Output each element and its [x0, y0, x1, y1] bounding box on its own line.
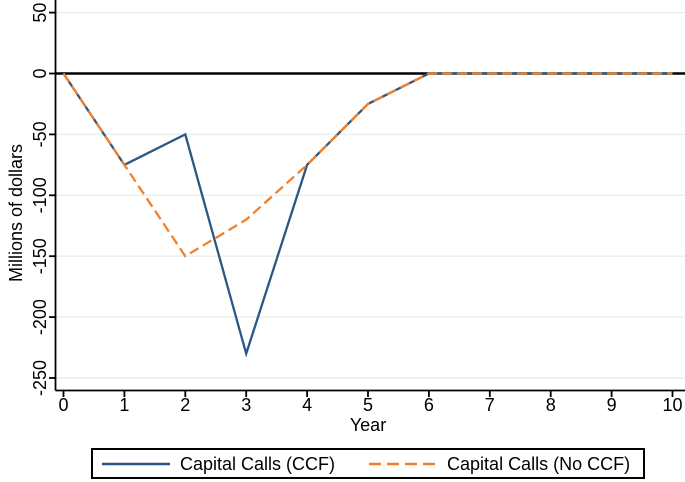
y-tick-label: 50: [30, 3, 50, 23]
y-tick-label: -150: [30, 238, 50, 274]
x-tick-label: 0: [58, 395, 68, 415]
series-line-ccf: [62, 72, 673, 358]
x-tick-label: 5: [363, 395, 373, 415]
y-axis-title: Millions of dollars: [6, 144, 26, 282]
x-tick-label: 8: [546, 395, 556, 415]
x-tick-label: 9: [607, 395, 617, 415]
axes: [49, 0, 685, 397]
gridlines: [55, 11, 685, 379]
y-tick-label: -100: [30, 177, 50, 213]
y-tick-label: -250: [30, 360, 50, 396]
x-tick-label: 1: [119, 395, 129, 415]
legend-label-no-ccf: Capital Calls (No CCF): [447, 453, 631, 474]
series-lines: [62, 72, 673, 358]
tick-labels: 50 0 -50 -100 -150 -200 -250 0 1 2 3 4 5 6 7 8 9 10: [30, 3, 683, 415]
x-axis-title: Year: [350, 415, 386, 435]
line-swatch-dashed-icon: [369, 462, 438, 465]
x-tick-label: 10: [662, 395, 682, 415]
x-tick-label: 2: [180, 395, 190, 415]
legend-item-no-ccf: Capital Calls (No CCF): [369, 455, 630, 473]
line-swatch-solid-icon: [102, 462, 170, 465]
series-line-no-ccf: [62, 72, 673, 258]
x-tick-label: 3: [241, 395, 251, 415]
y-tick-label: -200: [30, 299, 50, 335]
legend-label-ccf: Capital Calls (CCF): [180, 453, 336, 474]
y-tick-label: 0: [30, 68, 50, 78]
x-tick-label: 7: [485, 395, 495, 415]
legend-item-ccf: Capital Calls (CCF): [102, 455, 335, 473]
legend: Capital Calls (CCF) Capital Calls (No CC…: [91, 448, 645, 479]
x-tick-label: 4: [302, 395, 312, 415]
x-tick-label: 6: [424, 395, 434, 415]
y-tick-label: -50: [30, 121, 50, 147]
